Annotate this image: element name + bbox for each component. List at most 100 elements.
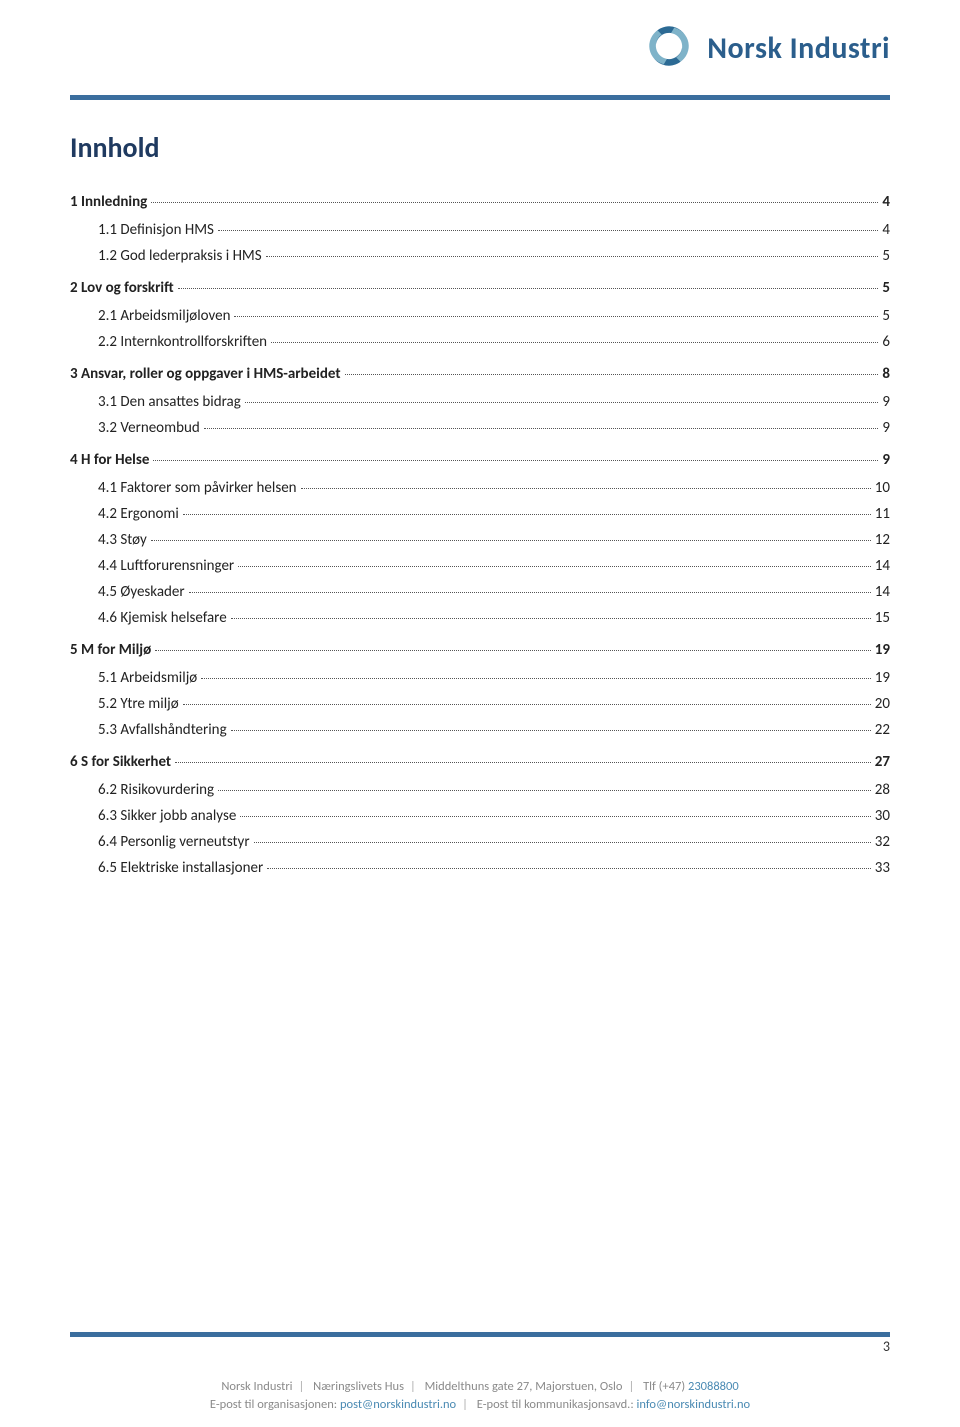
toc-entry-page: 5 [882, 247, 890, 265]
toc-dot-leader [238, 566, 871, 567]
toc-entry[interactable]: 4.3 Støy12 [98, 531, 890, 549]
toc-entry-page: 15 [875, 609, 890, 627]
footer-email-org-label: E-post til organisasjonen: [210, 1397, 337, 1412]
toc-entry-page: 20 [875, 695, 890, 713]
toc-entry-label: 5.2 Ytre miljø [98, 695, 179, 713]
toc-entry-page: 30 [875, 807, 890, 825]
footer-address: Middelthuns gate 27, Majorstuen, Oslo [425, 1379, 623, 1394]
footer-email-comm-label: E-post til kommunikasjonsavd.: [477, 1397, 634, 1412]
footer-email-comm: info@norskindustri.no [637, 1397, 751, 1412]
toc-entry[interactable]: 6.2 Risikovurdering 28 [98, 781, 890, 799]
toc-entry-page: 5 [882, 307, 890, 325]
toc-entry[interactable]: 6.5 Elektriske installasjoner 33 [98, 859, 890, 877]
footer-org: Norsk Industri [221, 1379, 292, 1394]
toc-entry-page: 27 [875, 753, 890, 771]
toc-entry[interactable]: 4.6 Kjemisk helsefare15 [98, 609, 890, 627]
toc-entry-label: 6.3 Sikker jobb analyse [98, 807, 236, 825]
footer-phone: 23088800 [688, 1379, 739, 1394]
toc-entry-page: 10 [875, 479, 890, 497]
footer-tel-label: Tlf (+47) [643, 1379, 685, 1394]
footer-email-org: post@norskindustri.no [340, 1397, 456, 1412]
toc-entry[interactable]: 4.4 Luftforurensninger14 [98, 557, 890, 575]
toc-dot-leader [183, 704, 871, 705]
toc-entry-page: 9 [882, 393, 890, 411]
toc-entry-page: 22 [875, 721, 890, 739]
toc-entry[interactable]: 1.2 God lederpraksis i HMS5 [98, 247, 890, 265]
logo-icon [643, 20, 695, 77]
toc-entry[interactable]: 1 Innledning4 [70, 193, 890, 211]
toc-entry[interactable]: 2.2 Internkontrollforskriften6 [98, 333, 890, 351]
toc-entry-label: 4 H for Helse [70, 451, 149, 469]
toc-entry-label: 6.5 Elektriske installasjoner [98, 859, 263, 877]
toc-dot-leader [218, 230, 878, 231]
toc-entry[interactable]: 2 Lov og forskrift5 [70, 279, 890, 297]
toc-entry-page: 32 [875, 833, 890, 851]
toc-dot-leader [234, 316, 878, 317]
toc-entry-label: 5 M for Miljø [70, 641, 151, 659]
toc-entry[interactable]: 6.3 Sikker jobb analyse 30 [98, 807, 890, 825]
toc-entry[interactable]: 1.1 Definisjon HMS 4 [98, 221, 890, 239]
toc-entry[interactable]: 2.1 Arbeidsmiljøloven5 [98, 307, 890, 325]
toc-entry-page: 9 [882, 419, 890, 437]
toc-dot-leader [151, 202, 878, 203]
toc-entry-label: 3.2 Verneombud [98, 419, 200, 437]
page-header: Norsk Industri [0, 0, 960, 87]
toc-dot-leader [231, 618, 871, 619]
toc-entry[interactable]: 4 H for Helse 9 [70, 451, 890, 469]
toc-entry-page: 8 [882, 365, 890, 383]
toc-dot-leader [266, 256, 879, 257]
toc-entry-page: 19 [875, 669, 890, 687]
toc-entry-label: 4.3 Støy [98, 531, 147, 549]
toc-entry-label: 6.4 Personlig verneutstyr [98, 833, 250, 851]
toc-entry[interactable]: 6.4 Personlig verneutstyr 32 [98, 833, 890, 851]
toc-dot-leader [245, 402, 879, 403]
toc-entry[interactable]: 3.1 Den ansattes bidrag 9 [98, 393, 890, 411]
toc-dot-leader [240, 816, 871, 817]
page-content: Innhold 1 Innledning4 1.1 Definisjon HMS 4… [0, 100, 960, 905]
toc-entry[interactable]: 5.2 Ytre miljø 20 [98, 695, 890, 713]
toc-entry[interactable]: 4.2 Ergonomi 11 [98, 505, 890, 523]
toc-entry-page: 4 [882, 221, 890, 239]
toc-entry-page: 6 [882, 333, 890, 351]
toc-entry[interactable]: 3 Ansvar, roller og oppgaver i HMS-arbei… [70, 365, 890, 383]
toc-entry-page: 33 [875, 859, 890, 877]
toc-entry-label: 4.1 Faktorer som påvirker helsen [98, 479, 297, 497]
toc-dot-leader [218, 790, 871, 791]
page-title: Innhold [70, 130, 890, 165]
table-of-contents: 1 Innledning4 1.1 Definisjon HMS 4 1.2 God … [70, 193, 890, 877]
toc-dot-leader [178, 288, 879, 289]
toc-entry-page: 4 [882, 193, 890, 211]
toc-entry-label: 3.1 Den ansattes bidrag [98, 393, 241, 411]
toc-entry[interactable]: 3.2 Verneombud 9 [98, 419, 890, 437]
toc-entry-label: 6.2 Risikovurdering [98, 781, 214, 799]
toc-dot-leader [271, 342, 878, 343]
toc-dot-leader [155, 650, 871, 651]
toc-entry[interactable]: 4.1 Faktorer som påvirker helsen 10 [98, 479, 890, 497]
brand-logo: Norsk Industri [643, 20, 890, 77]
toc-entry-label: 1.1 Definisjon HMS [98, 221, 214, 239]
page-number: 3 [883, 1338, 890, 1355]
toc-entry-page: 11 [875, 505, 890, 523]
toc-entry-page: 9 [882, 451, 890, 469]
toc-entry[interactable]: 5.1 Arbeidsmiljø19 [98, 669, 890, 687]
brand-name: Norsk Industri [707, 30, 890, 67]
toc-entry-label: 4.2 Ergonomi [98, 505, 179, 523]
footer-rule [70, 1332, 890, 1337]
footer-line-2: E-post til organisasjonen: post@norskind… [0, 1396, 960, 1415]
toc-entry-label: 4.4 Luftforurensninger [98, 557, 234, 575]
toc-entry-page: 14 [875, 583, 890, 601]
toc-entry[interactable]: 5 M for Miljø19 [70, 641, 890, 659]
toc-entry[interactable]: 6 S for Sikkerhet 27 [70, 753, 890, 771]
footer-building: Næringslivets Hus [313, 1379, 404, 1394]
toc-dot-leader [231, 730, 871, 731]
toc-entry-label: 6 S for Sikkerhet [70, 753, 171, 771]
toc-entry-label: 4.5 Øyeskader [98, 583, 185, 601]
toc-entry[interactable]: 4.5 Øyeskader 14 [98, 583, 890, 601]
toc-dot-leader [153, 460, 878, 461]
toc-entry-page: 28 [875, 781, 890, 799]
toc-dot-leader [301, 488, 871, 489]
footer-line-1: Norsk Industri| Næringslivets Hus| Midde… [0, 1378, 960, 1397]
toc-dot-leader [151, 540, 871, 541]
toc-entry[interactable]: 5.3 Avfallshåndtering22 [98, 721, 890, 739]
toc-dot-leader [254, 842, 871, 843]
